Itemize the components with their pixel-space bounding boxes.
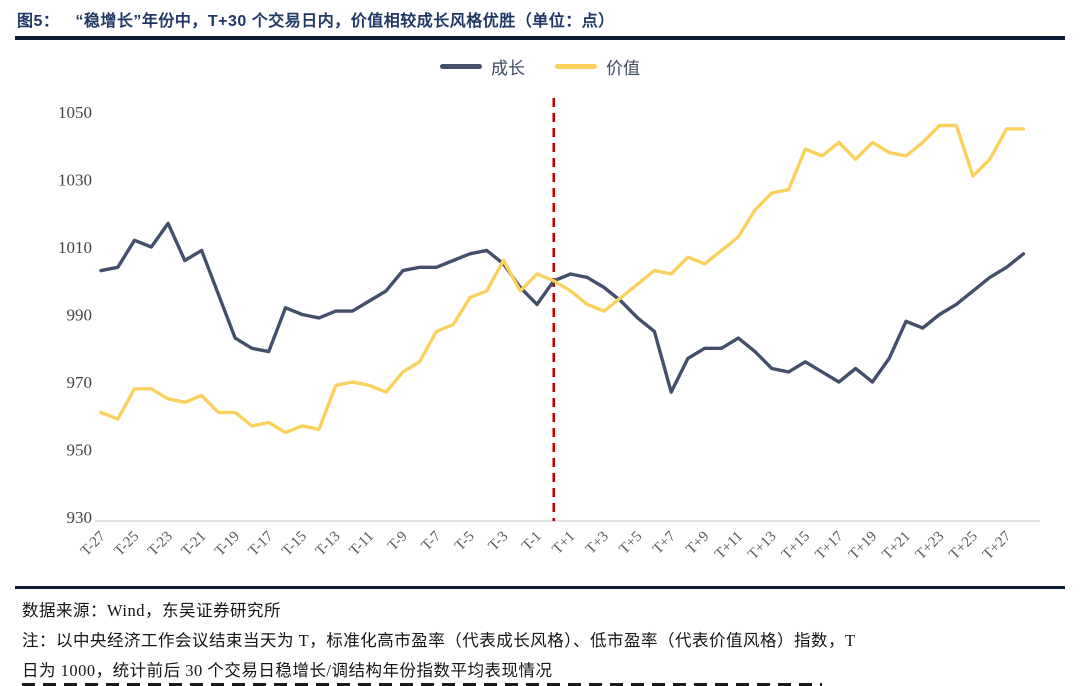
y-tick-label: 930	[67, 508, 93, 527]
x-tick-label: T-23	[145, 529, 176, 560]
x-tick-label: T+1	[549, 529, 578, 558]
legend-label-value: 价值	[606, 59, 640, 78]
title-divider-rule	[15, 36, 1065, 40]
x-tick-label: T-11	[347, 529, 378, 560]
x-tick-label: T-21	[178, 529, 209, 560]
y-tick-label: 950	[67, 441, 93, 460]
series-line-growth	[99, 221, 1026, 394]
y-tick-label: 990	[67, 306, 93, 325]
x-tick-label: T+7	[650, 528, 679, 557]
series-line-value	[99, 123, 1026, 435]
chart-legend: 成长 价值	[0, 54, 1080, 79]
legend-item-value: 价值	[555, 54, 640, 79]
figure-note-line-1: 注：以中央经济工作会议结束当天为 T，标准化高市盈率（代表成长风格）、低市盈率（…	[22, 631, 856, 650]
figure-title-text: “稳增长”年份中，T+30 个交易日内，价值相较成长风格优胜（单位：点）	[75, 13, 615, 30]
x-tick-label: T+21	[879, 529, 913, 563]
x-tick-label: T-13	[313, 529, 344, 560]
y-tick-label: 1050	[58, 103, 92, 122]
x-tick-label: T+19	[846, 529, 880, 563]
x-tick-label: T+15	[779, 529, 813, 563]
footer-divider-rule	[15, 586, 1065, 589]
growth-line-swatch	[440, 64, 482, 69]
x-tick-label: T-5	[452, 529, 478, 555]
x-tick-label: T-1	[519, 529, 545, 555]
x-tick-label: T+27	[980, 528, 1015, 563]
clipped-next-line-text	[22, 683, 822, 686]
x-tick-label: T+17	[812, 528, 847, 563]
x-tick-label: T-17	[246, 528, 277, 559]
figure-number: 图5：	[17, 13, 60, 30]
x-tick-label: T-9	[385, 529, 411, 555]
x-tick-label: T-15	[279, 529, 310, 560]
x-tick-label: T-27	[78, 528, 109, 559]
x-tick-label: T-3	[486, 529, 512, 555]
figure-note-line-2: 日为 1000，统计前后 30 个交易日稳增长/调结构年份指数平均表现情况	[22, 661, 553, 680]
figure-title: 图5： “稳增长”年份中，T+30 个交易日内，价值相较成长风格优胜（单位：点）	[17, 7, 1063, 31]
x-tick-label: T-7	[419, 528, 445, 554]
legend-item-growth: 成长	[440, 54, 525, 79]
x-tick-label: T+25	[946, 529, 980, 563]
x-tick-label: T+5	[616, 529, 645, 558]
legend-label-growth: 成长	[491, 59, 525, 78]
x-tick-label: T+23	[913, 529, 947, 563]
x-tick-label: T+11	[712, 529, 746, 563]
x-tick-label: T+3	[583, 529, 612, 558]
y-tick-label: 1030	[58, 171, 92, 190]
data-source-text: 数据来源：Wind，东吴证券研究所	[22, 601, 281, 620]
y-tick-label: 1010	[58, 238, 92, 257]
x-tick-label: T-25	[111, 529, 142, 560]
x-tick-label: T-19	[212, 529, 243, 560]
y-tick-label: 970	[67, 373, 93, 392]
line-chart: 930 950 970 990 1010 1030 1050 T-27 T-25 T-23 T-21…	[58, 98, 1040, 563]
x-tick-label: T+9	[683, 529, 712, 558]
x-tick-label: T+13	[745, 529, 779, 563]
value-line-swatch	[555, 64, 597, 69]
